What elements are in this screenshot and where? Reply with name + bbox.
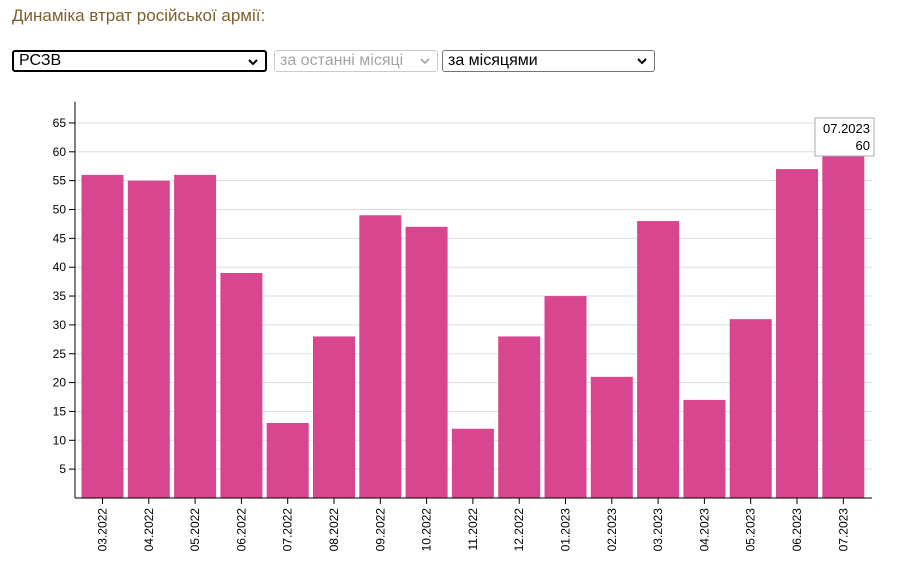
weapon-type-select-value: РСЗВ (19, 52, 62, 69)
bar-09.2022[interactable] (359, 215, 402, 498)
y-tick-label: 55 (53, 174, 67, 188)
x-tick-label: 07.2023 (836, 508, 850, 552)
y-tick-label: 45 (53, 231, 67, 245)
x-tick-label: 05.2022 (188, 508, 202, 552)
x-tick-label: 05.2023 (744, 508, 758, 552)
bar-08.2022[interactable] (313, 336, 355, 498)
bar-05.2023[interactable] (729, 319, 772, 498)
period-select-value: за останні місяці (280, 52, 404, 69)
x-tick-label: 06.2023 (790, 508, 804, 552)
grouping-select-value: за місяцями (448, 52, 538, 69)
x-tick-label: 06.2022 (234, 508, 248, 552)
tooltip: 07.2023 60 (814, 117, 875, 157)
x-tick-label: 01.2023 (559, 508, 573, 552)
y-tick-label: 20 (53, 376, 67, 390)
bar-05.2022[interactable] (174, 174, 217, 498)
axes (74, 101, 872, 499)
bar-12.2022[interactable] (498, 336, 541, 498)
tooltip-value: 60 (856, 138, 870, 153)
x-tick-label: 03.2022 (96, 508, 110, 552)
bar-07.2023[interactable] (822, 151, 865, 499)
y-tick-label: 30 (53, 318, 67, 332)
chevron-down-icon (637, 58, 647, 65)
bar-04.2022[interactable] (127, 180, 170, 498)
x-tick-label: 04.2023 (697, 508, 711, 552)
bar-07.2022[interactable] (266, 422, 309, 498)
bar-10.2022[interactable] (405, 226, 448, 498)
weapon-type-select[interactable]: РСЗВ (12, 50, 267, 72)
bar-03.2023[interactable] (637, 221, 680, 499)
bar-03.2022[interactable] (81, 174, 124, 498)
x-tick-label: 08.2022 (327, 508, 341, 552)
bar-04.2023[interactable] (683, 399, 726, 498)
period-select[interactable]: за останні місяці (274, 50, 438, 72)
x-tick-label: 10.2022 (420, 508, 434, 552)
bars (81, 151, 865, 499)
chevron-down-icon (420, 58, 430, 65)
y-tick-label: 35 (53, 289, 67, 303)
bar-01.2023[interactable] (544, 296, 587, 498)
bar-02.2023[interactable] (590, 376, 633, 498)
bar-06.2022[interactable] (220, 272, 263, 498)
y-tick-label: 65 (53, 116, 67, 130)
x-tick-label: 02.2023 (605, 508, 619, 552)
bar-06.2023[interactable] (776, 169, 818, 499)
page-title: Динаміка втрат російської армії: (12, 6, 266, 25)
y-tick-label: 50 (53, 203, 67, 217)
tooltip-label: 07.2023 (823, 121, 870, 136)
y-tick-label: 5 (59, 462, 66, 476)
x-tick-label: 07.2022 (281, 508, 295, 552)
x-tick-label: 04.2022 (142, 508, 156, 552)
grouping-select[interactable]: за місяцями (442, 50, 655, 72)
y-tick-label: 15 (53, 404, 67, 418)
y-tick-label: 10 (53, 433, 67, 447)
tooltip-box (814, 117, 875, 157)
bar-11.2022[interactable] (451, 428, 494, 498)
y-tick-label: 60 (53, 145, 67, 159)
chevron-down-icon (248, 59, 258, 66)
y-tick-label: 25 (53, 347, 67, 361)
x-tick-label: 09.2022 (373, 508, 387, 552)
x-tick-label: 03.2023 (651, 508, 665, 552)
x-tick-labels: 03.2022 04.2022 05.2022 06.2022 07.2022 08.20… (96, 498, 850, 552)
x-tick-label: 12.2022 (512, 508, 526, 552)
x-tick-label: 11.2022 (466, 508, 480, 551)
y-tick-label: 40 (53, 260, 67, 274)
y-tick-labels: 5 10 15 20 25 30 35 40 45 50 55 60 65 (53, 116, 75, 476)
